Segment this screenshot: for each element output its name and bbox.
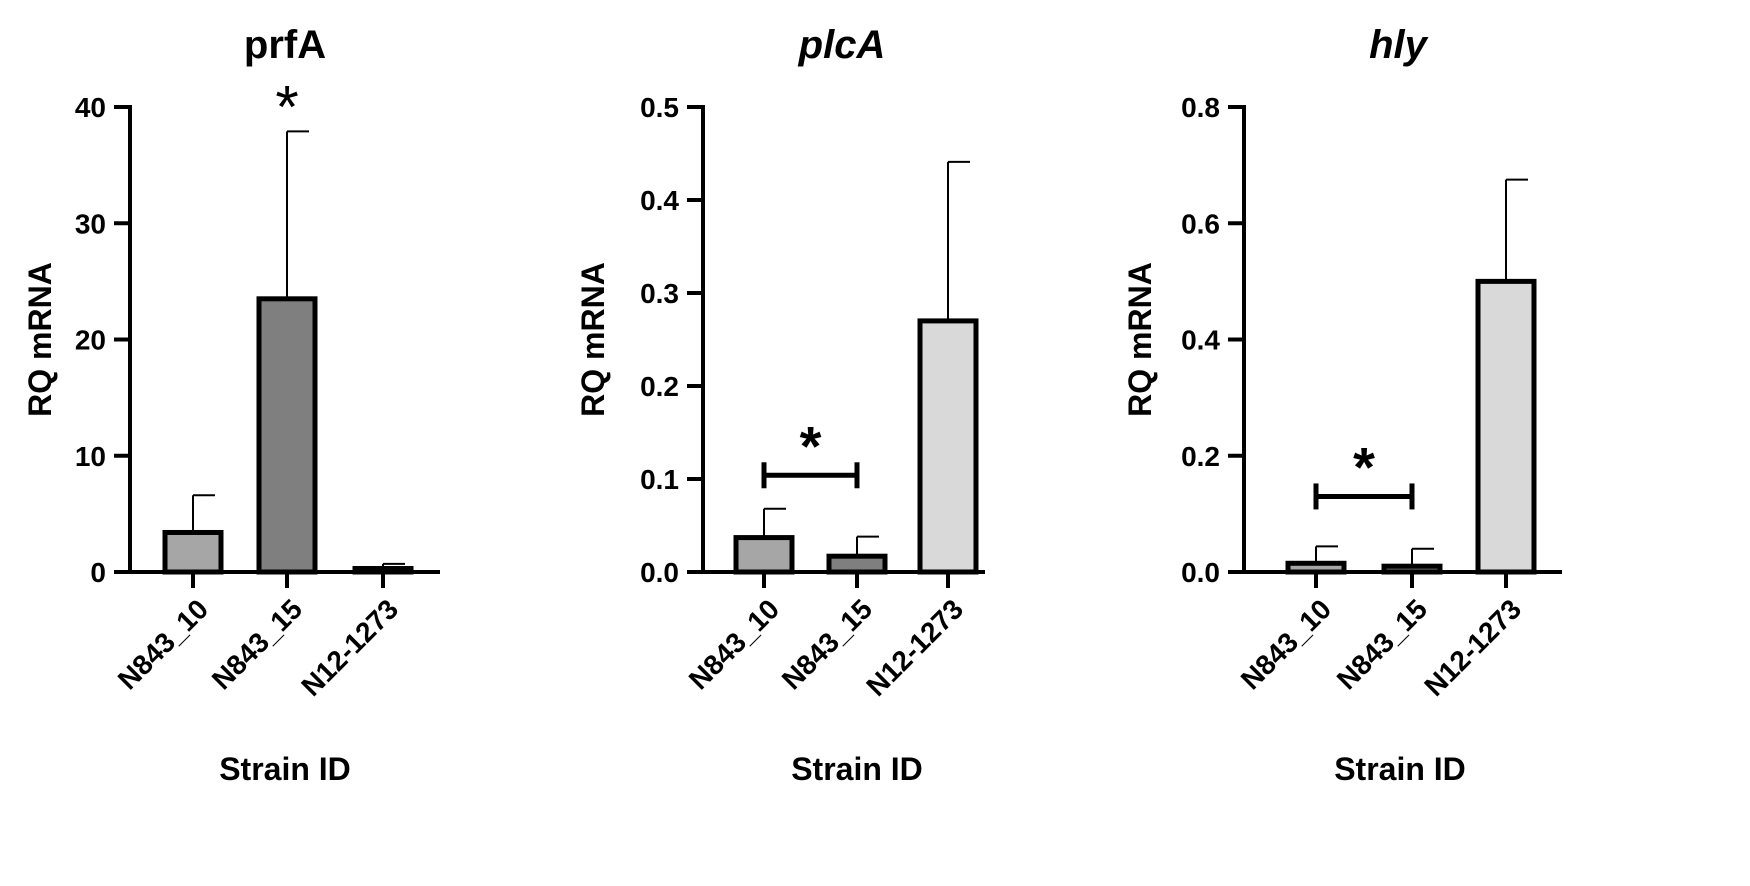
category-label: N12-1273 (860, 593, 969, 702)
category-label: N843_15 (206, 593, 308, 695)
y-tick-label: 0.2 (1181, 441, 1220, 472)
category-label: N843_10 (112, 593, 214, 695)
y-tick-label: 0.6 (1181, 208, 1220, 239)
y-tick-label: 20 (75, 325, 106, 356)
y-tick-label: 0.0 (1181, 557, 1220, 588)
category-label: N843_10 (683, 593, 785, 695)
bar-n843-10 (733, 535, 795, 575)
y-tick-label: 0.3 (640, 278, 679, 309)
y-tick-label: 0.2 (640, 371, 679, 402)
significance-asterisk: * (1353, 435, 1375, 498)
y-tick-label: 0 (90, 557, 106, 588)
chart-title: prfA (244, 23, 326, 67)
bar-n843-15 (826, 553, 888, 575)
y-tick-label: 0.4 (640, 185, 679, 216)
bar-n843-10 (162, 529, 224, 575)
bar-n12-1273 (917, 318, 979, 575)
chart-panel-hly: hly RQ mRNA Strain ID 0.0 0.2 0.4 0.6 0.8 N843_1… (1122, 23, 1562, 787)
bar-n12-1273 (352, 566, 414, 575)
chart-panel-prfa: prfA RQ mRNA Strain ID 0 10 20 30 40 N843_10N843… (22, 23, 440, 787)
y-tick-label: 40 (75, 92, 106, 123)
x-axis-label: Strain ID (1334, 751, 1466, 787)
y-tick-label: 10 (75, 441, 106, 472)
y-tick-label: 0.1 (640, 464, 679, 495)
y-tick-label: 0.0 (640, 557, 679, 588)
significance-asterisk: * (800, 414, 822, 477)
chart-title: plcA (798, 23, 886, 67)
bar-n843-15 (1381, 563, 1443, 575)
category-label: N12-1273 (295, 593, 404, 702)
chart-panel-plca: plcA RQ mRNA Strain ID 0.0 0.1 0.2 0.3 0.4 0.5 N8… (575, 23, 985, 787)
x-axis-label: Strain ID (219, 751, 351, 787)
y-axis-label: RQ mRNA (22, 262, 58, 417)
bar-n12-1273 (1475, 278, 1537, 575)
significance-asterisk: * (275, 73, 298, 140)
y-axis-label: RQ mRNA (575, 262, 611, 417)
bar-n843-10 (1285, 560, 1347, 575)
y-tick-label: 0.4 (1181, 325, 1220, 356)
x-axis-label: Strain ID (791, 751, 923, 787)
y-tick-label: 0.8 (1181, 92, 1220, 123)
bar-n843-15 (256, 296, 318, 575)
category-label: N12-1273 (1418, 593, 1527, 702)
y-tick-label: 30 (75, 208, 106, 239)
y-tick-label: 0.5 (640, 92, 679, 123)
chart-title: hly (1369, 23, 1429, 67)
y-axis-label: RQ mRNA (1122, 262, 1158, 417)
category-label: N843_10 (1235, 593, 1337, 695)
